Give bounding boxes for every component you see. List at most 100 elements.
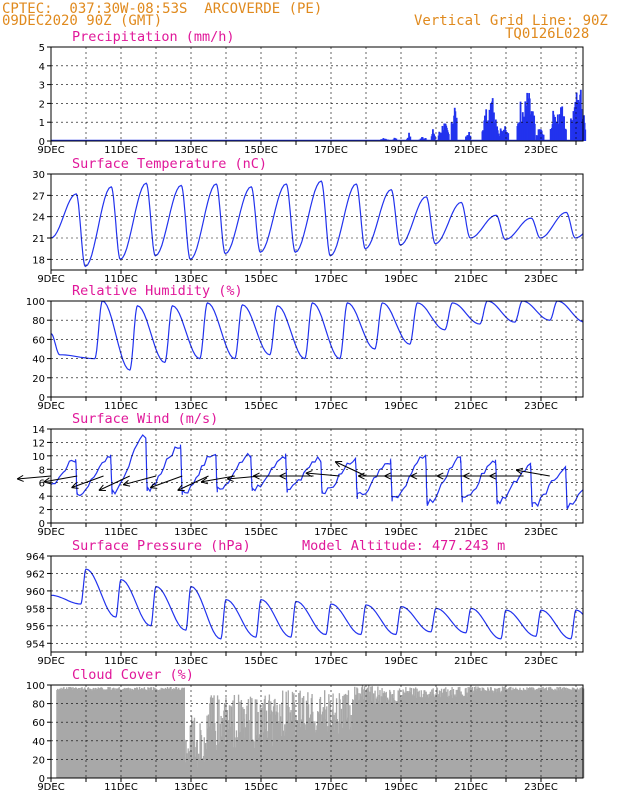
cloud-bar (98, 689, 101, 778)
cloud-bar (144, 689, 146, 778)
cloud-bar (234, 737, 236, 778)
x-tick-label: 21DEC (454, 145, 488, 156)
cloud-bar (429, 693, 431, 778)
cloud-bar (219, 723, 222, 778)
cloud-bar (281, 702, 283, 778)
cloud-bar (155, 688, 157, 778)
x-tick-label: 19DEC (384, 656, 418, 667)
cloud-bar (513, 688, 516, 778)
cloud-bar (188, 751, 190, 778)
cloud-bar (274, 698, 276, 778)
cloud-bar (271, 711, 273, 778)
cloud-bar (484, 691, 486, 778)
cloud-bar (396, 701, 398, 778)
cloud-bar (265, 710, 268, 778)
precip-bar (533, 123, 536, 141)
precip-bar (433, 135, 436, 141)
cloud-bar (392, 698, 394, 778)
cloud-bar (482, 687, 484, 778)
cloud-bar (161, 689, 163, 778)
cloud-bar (520, 689, 523, 778)
cloud-bar (419, 696, 421, 778)
cloud-bar (526, 687, 528, 778)
run-date: 09DEC2020 90Z (GMT) (2, 13, 163, 29)
cloud-bar (452, 689, 455, 778)
cloud-bar (541, 687, 543, 778)
cloud-bar (580, 688, 582, 778)
y-tick-label: 40 (32, 355, 45, 366)
cloud-bar (321, 711, 324, 778)
cloud-bar (60, 687, 62, 778)
cloud-bar (412, 695, 414, 778)
cloud-bar (293, 702, 296, 778)
cloud-bar (300, 719, 303, 778)
cloud-bar (87, 687, 90, 778)
cloud-bar (237, 694, 240, 778)
y-tick-label: 20 (32, 755, 45, 766)
wind-arrow (305, 472, 340, 477)
cloud-bar (258, 734, 261, 778)
cloud-bar (152, 690, 154, 778)
cloud-bar (222, 720, 224, 778)
cloud-bar (277, 712, 279, 778)
cloud-bar (489, 691, 491, 778)
y-tick-label: 40 (32, 737, 45, 748)
wind-arrow-head (463, 472, 470, 477)
cloud-bar (341, 727, 343, 778)
cloud-bar (119, 690, 122, 778)
cloud-bar (225, 697, 227, 778)
cloud-bar (209, 697, 212, 778)
cloud-bar (438, 694, 440, 778)
cloud-bar (401, 694, 404, 778)
x-tick-label: 13DEC (174, 527, 208, 538)
cloud-bar (352, 700, 355, 778)
cloud-bar (534, 690, 537, 778)
cloud-bar (349, 705, 351, 778)
cloud-bar (245, 714, 247, 778)
cloud-bar (550, 687, 552, 778)
cloud-bar (319, 698, 321, 778)
wind-arrow-head (16, 474, 24, 480)
cloud-bar (111, 688, 113, 778)
cloud-bar (131, 688, 133, 778)
x-tick-label: 9DEC (37, 656, 64, 667)
cloud-bar (73, 688, 76, 778)
cloud-bar (116, 688, 118, 778)
cloud-bar (419, 697, 422, 778)
cloud-bar (291, 720, 293, 778)
cloud-bar (361, 687, 363, 778)
cloud-bar (205, 749, 208, 778)
cloud-bar (56, 688, 59, 778)
panel-frame (50, 173, 584, 271)
cloud-bar (117, 688, 120, 778)
precip-bar (409, 136, 412, 141)
cloud-bar (480, 691, 483, 778)
cloud-bar (423, 690, 425, 778)
cloud-bar (300, 727, 302, 778)
x-tick-label: 13DEC (174, 782, 208, 793)
cloud-bar (473, 686, 476, 778)
cloud-bar (275, 711, 278, 778)
cloud-bar (186, 753, 188, 778)
x-tick-label: 13DEC (174, 401, 208, 412)
cloud-bar (353, 703, 355, 778)
cloud-bar (395, 701, 397, 778)
cloud-bar (498, 691, 500, 778)
cloud-bar (198, 759, 201, 778)
cloud-bar (411, 694, 413, 778)
y-tick-label: 100 (26, 297, 45, 308)
cloud-bar (284, 724, 286, 778)
precip-bar (447, 134, 450, 141)
wind-arrow-head (436, 472, 444, 477)
cloud-bar (382, 693, 385, 778)
cloud-bar (91, 690, 94, 778)
cloud-bar (211, 729, 213, 778)
wind-arrow (98, 475, 130, 491)
cloud-bar (422, 697, 424, 778)
cloud-bar (205, 742, 207, 778)
cloud-bar (468, 687, 471, 778)
cloud-bar (361, 685, 364, 778)
panel-3: Surface Wind (m/s) 0 2 4 6 8 10 12 14 9DEC 11DEC 13… (16, 411, 584, 538)
y-tick-label: 4 (39, 62, 45, 73)
cloud-bar (405, 687, 407, 778)
